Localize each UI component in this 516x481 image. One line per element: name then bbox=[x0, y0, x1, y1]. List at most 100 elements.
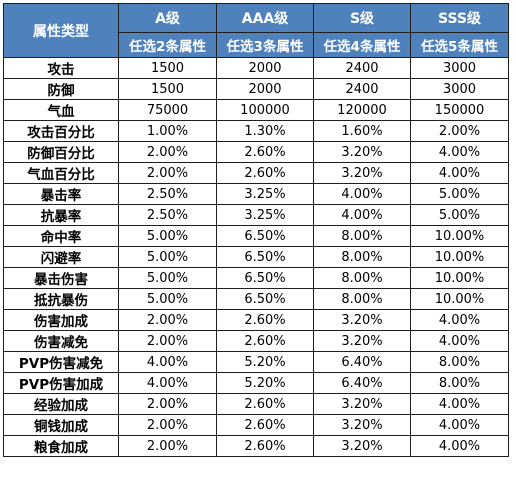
value-cell: 5.00% bbox=[410, 183, 509, 205]
value-cell: 1.60% bbox=[313, 120, 411, 142]
value-cell: 6.40% bbox=[313, 351, 411, 373]
value-cell: 4.00% bbox=[410, 414, 509, 436]
value-cell: 6.50% bbox=[216, 246, 314, 268]
value-cell: 2.60% bbox=[216, 435, 314, 457]
value-cell: 2.00% bbox=[118, 141, 217, 163]
tier-name-row: 属性类型 A级 AAA级 S级 SSS级 bbox=[3, 3, 509, 58]
table-row: 闪避率 5.00% 6.50% 8.00% 10.00% bbox=[3, 246, 509, 268]
attribute-name-cell: 经验加成 bbox=[3, 393, 119, 415]
value-cell: 3.20% bbox=[313, 414, 411, 436]
value-cell: 6.40% bbox=[313, 372, 411, 394]
value-cell: 3.20% bbox=[313, 309, 411, 331]
value-cell: 5.00% bbox=[118, 225, 217, 247]
value-cell: 2.00% bbox=[118, 393, 217, 415]
value-cell: 10.00% bbox=[410, 288, 509, 310]
table-row: 防御 1500 2000 2400 3000 bbox=[3, 78, 509, 100]
value-cell: 5.00% bbox=[118, 246, 217, 268]
attribute-name-cell: 气血 bbox=[3, 99, 119, 121]
value-cell: 4.00% bbox=[410, 141, 509, 163]
attribute-name-cell: PVP伤害加成 bbox=[3, 372, 119, 394]
value-cell: 3.25% bbox=[216, 183, 314, 205]
value-cell: 2.60% bbox=[216, 393, 314, 415]
value-cell: 1500 bbox=[118, 57, 217, 79]
value-cell: 1.00% bbox=[118, 120, 217, 142]
value-cell: 8.00% bbox=[410, 351, 509, 373]
attribute-name-cell: 攻击 bbox=[3, 57, 119, 79]
value-cell: 2.60% bbox=[216, 162, 314, 184]
table-row: 经验加成 2.00% 2.60% 3.20% 4.00% bbox=[3, 393, 509, 415]
attribute-name-cell: 防御百分比 bbox=[3, 141, 119, 163]
value-cell: 4.00% bbox=[410, 393, 509, 415]
tier-s-header: S级 bbox=[313, 3, 411, 33]
value-cell: 2.60% bbox=[216, 141, 314, 163]
table-row: 命中率 5.00% 6.50% 8.00% 10.00% bbox=[3, 225, 509, 247]
value-cell: 3.20% bbox=[313, 435, 411, 457]
attribute-name-cell: 攻击百分比 bbox=[3, 120, 119, 142]
value-cell: 2.60% bbox=[216, 414, 314, 436]
table-row: 暴击率 2.50% 3.25% 4.00% 5.00% bbox=[3, 183, 509, 205]
value-cell: 4.00% bbox=[410, 330, 509, 352]
attribute-name-cell: 闪避率 bbox=[3, 246, 119, 268]
value-cell: 5.00% bbox=[118, 267, 217, 289]
value-cell: 3.20% bbox=[313, 393, 411, 415]
value-cell: 8.00% bbox=[313, 225, 411, 247]
value-cell: 4.00% bbox=[313, 204, 411, 226]
value-cell: 2.60% bbox=[216, 330, 314, 352]
table-row: 抗暴率 2.50% 3.25% 4.00% 5.00% bbox=[3, 204, 509, 226]
value-cell: 2.00% bbox=[410, 120, 509, 142]
value-cell: 2000 bbox=[216, 57, 314, 79]
table-row: 攻击百分比 1.00% 1.30% 1.60% 2.00% bbox=[3, 120, 509, 142]
value-cell: 100000 bbox=[216, 99, 314, 121]
table-body: 攻击 1500 2000 2400 3000 防御 1500 2000 2400 3000 气血 75… bbox=[3, 57, 509, 457]
value-cell: 2.00% bbox=[118, 330, 217, 352]
tier-s-option: 任选4条属性 bbox=[313, 32, 411, 58]
table-row: PVP伤害减免 4.00% 5.20% 6.40% 8.00% bbox=[3, 351, 509, 373]
attribute-name-cell: 暴击伤害 bbox=[3, 267, 119, 289]
attribute-name-cell: 伤害加成 bbox=[3, 309, 119, 331]
tier-a-header: A级 bbox=[118, 3, 217, 33]
attribute-name-cell: 气血百分比 bbox=[3, 162, 119, 184]
table-row: 气血百分比 2.00% 2.60% 3.20% 4.00% bbox=[3, 162, 509, 184]
value-cell: 75000 bbox=[118, 99, 217, 121]
value-cell: 3.20% bbox=[313, 162, 411, 184]
value-cell: 3.20% bbox=[313, 141, 411, 163]
tier-sss-option: 任选5条属性 bbox=[410, 32, 509, 58]
value-cell: 8.00% bbox=[313, 246, 411, 268]
value-cell: 2000 bbox=[216, 78, 314, 100]
tier-aaa-option: 任选3条属性 bbox=[216, 32, 314, 58]
value-cell: 4.00% bbox=[313, 183, 411, 205]
table-row: 粮食加成 2.00% 2.60% 3.20% 4.00% bbox=[3, 435, 509, 457]
tier-a-option: 任选2条属性 bbox=[118, 32, 217, 58]
attribute-name-cell: 抗暴率 bbox=[3, 204, 119, 226]
table-row: 伤害加成 2.00% 2.60% 3.20% 4.00% bbox=[3, 309, 509, 331]
value-cell: 5.00% bbox=[410, 204, 509, 226]
value-cell: 10.00% bbox=[410, 267, 509, 289]
tier-option-row: 任选2条属性 任选3条属性 任选4条属性 任选5条属性 bbox=[4, 32, 509, 58]
value-cell: 2.00% bbox=[118, 435, 217, 457]
value-cell: 3.25% bbox=[216, 204, 314, 226]
attribute-name-cell: 铜钱加成 bbox=[3, 414, 119, 436]
value-cell: 2.00% bbox=[118, 309, 217, 331]
value-cell: 3000 bbox=[410, 78, 509, 100]
value-cell: 8.00% bbox=[313, 288, 411, 310]
value-cell: 8.00% bbox=[313, 267, 411, 289]
value-cell: 4.00% bbox=[118, 351, 217, 373]
value-cell: 2.60% bbox=[216, 309, 314, 331]
table-row: 铜钱加成 2.00% 2.60% 3.20% 4.00% bbox=[3, 414, 509, 436]
attribute-name-cell: 暴击率 bbox=[3, 183, 119, 205]
value-cell: 4.00% bbox=[118, 372, 217, 394]
table-row: 防御百分比 2.00% 2.60% 3.20% 4.00% bbox=[3, 141, 509, 163]
value-cell: 2400 bbox=[313, 57, 411, 79]
table-row: 暴击伤害 5.00% 6.50% 8.00% 10.00% bbox=[3, 267, 509, 289]
value-cell: 2.00% bbox=[118, 414, 217, 436]
table-row: 攻击 1500 2000 2400 3000 bbox=[3, 57, 509, 79]
value-cell: 5.20% bbox=[216, 372, 314, 394]
value-cell: 4.00% bbox=[410, 309, 509, 331]
table-row: 气血 75000 100000 120000 150000 bbox=[3, 99, 509, 121]
attribute-name-cell: 防御 bbox=[3, 78, 119, 100]
attribute-name-cell: 抵抗暴伤 bbox=[3, 288, 119, 310]
value-cell: 4.00% bbox=[410, 435, 509, 457]
value-cell: 10.00% bbox=[410, 225, 509, 247]
value-cell: 2.00% bbox=[118, 162, 217, 184]
value-cell: 3000 bbox=[410, 57, 509, 79]
